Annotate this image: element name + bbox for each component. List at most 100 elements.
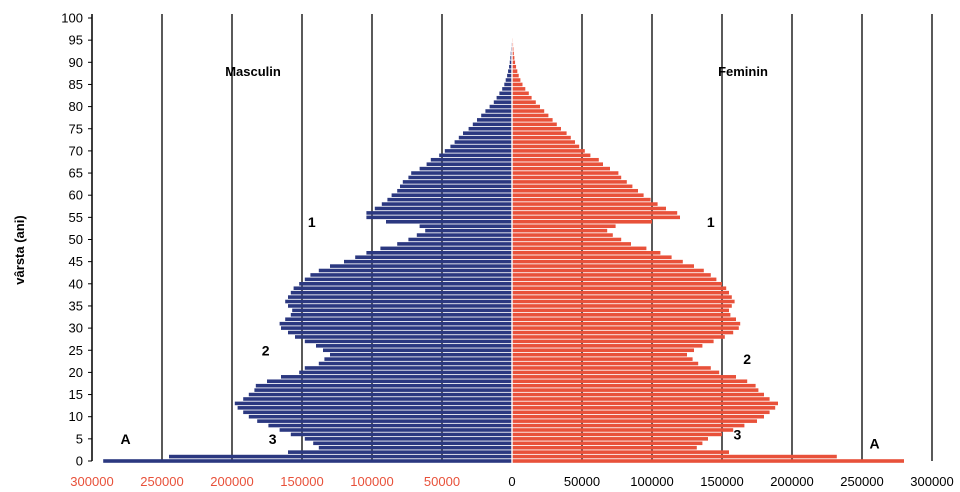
bar-male <box>504 82 512 87</box>
y-tick-label: 25 <box>69 343 83 358</box>
bar-female <box>512 144 580 149</box>
bar-male <box>316 344 512 348</box>
y-tick-label: 0 <box>76 454 83 469</box>
bar-male <box>299 282 512 286</box>
bar-male <box>419 224 512 229</box>
bar-male <box>411 171 512 175</box>
x-tick-label-female: 100000 <box>630 474 673 489</box>
bar-female <box>512 432 722 437</box>
bar-male <box>310 273 512 277</box>
bar-male <box>510 56 512 60</box>
bar-male <box>288 450 512 454</box>
y-tick-label: 60 <box>69 188 83 203</box>
bar-male <box>477 118 512 122</box>
bar-female <box>512 82 523 87</box>
bar-female <box>512 242 631 246</box>
bar-male <box>285 299 512 304</box>
bar-male <box>509 64 512 69</box>
bar-female <box>512 162 603 166</box>
bar-male <box>279 321 512 326</box>
y-tick-label: 30 <box>69 321 83 336</box>
x-tick-label-female: 300000 <box>910 474 953 489</box>
bar-male <box>254 388 512 392</box>
annotation-label: A <box>870 435 880 451</box>
bar-female <box>512 423 745 428</box>
bar-male <box>255 383 513 388</box>
y-tick-label: 10 <box>69 409 83 424</box>
bar-male <box>381 202 512 206</box>
y-axis-label: vârsta (ani) <box>12 215 27 284</box>
bar-female <box>512 149 585 153</box>
bar-male <box>386 219 512 224</box>
bar-male <box>237 406 512 410</box>
bar-female <box>512 131 567 135</box>
bar-female <box>512 246 647 251</box>
bar-female <box>512 348 694 353</box>
y-tick-label: 90 <box>69 55 83 70</box>
bar-male <box>304 437 512 441</box>
bar-female <box>512 197 651 202</box>
bar-male <box>463 131 512 135</box>
bar-female <box>512 157 599 162</box>
bar-female <box>512 437 708 441</box>
female-bars <box>512 16 904 463</box>
bar-female <box>512 357 693 361</box>
bar-male <box>419 166 512 171</box>
x-tick-label-female: 200000 <box>770 474 813 489</box>
bar-female <box>512 299 735 304</box>
bar-male <box>380 246 512 251</box>
bar-female <box>512 286 727 291</box>
bar-female <box>512 459 904 463</box>
bar-female <box>512 140 575 144</box>
bar-male <box>439 153 512 158</box>
bar-male <box>288 304 512 308</box>
bar-male <box>290 313 512 317</box>
bar-male <box>248 392 513 397</box>
bar-female <box>512 113 549 118</box>
y-tick-label: 35 <box>69 298 83 313</box>
bar-male <box>450 144 512 149</box>
bar-female <box>512 171 619 175</box>
bar-female <box>512 180 627 184</box>
bar-female <box>512 406 776 410</box>
bar-female <box>512 414 764 419</box>
bar-female <box>512 73 519 78</box>
bar-male <box>355 255 512 260</box>
annotation-label: 1 <box>308 214 316 230</box>
bar-female <box>512 56 515 60</box>
x-tick-label-female: 150000 <box>700 474 743 489</box>
bar-male <box>243 410 512 415</box>
bar-male <box>248 414 513 419</box>
bar-female <box>512 118 553 122</box>
y-tick-label: 80 <box>69 99 83 114</box>
bar-female <box>512 383 756 388</box>
bar-female <box>512 317 736 322</box>
bar-male <box>330 264 512 268</box>
bar-female <box>512 339 714 344</box>
y-tick-label: 55 <box>69 210 83 225</box>
bar-male <box>281 326 512 330</box>
axes <box>91 14 513 463</box>
bar-female <box>512 211 678 215</box>
y-tick-label: 95 <box>69 33 83 48</box>
bar-female <box>512 344 703 348</box>
annotation-label: Feminin <box>718 64 768 79</box>
bar-female <box>512 308 729 313</box>
bar-female <box>512 370 720 375</box>
bar-male <box>397 188 512 193</box>
male-bars <box>103 16 513 463</box>
x-tick-label-male: 250000 <box>140 474 183 489</box>
bar-female <box>512 290 729 295</box>
bar-female <box>512 335 725 339</box>
bar-male <box>509 60 512 65</box>
bar-male <box>391 193 512 197</box>
bar-female <box>512 91 529 96</box>
bar-male <box>489 104 512 109</box>
bar-female <box>512 273 711 277</box>
y-tick-label: 20 <box>69 365 83 380</box>
x-tick-label-female: 50000 <box>564 474 600 489</box>
y-tick-label: 5 <box>76 431 83 446</box>
bar-male <box>290 432 512 437</box>
bar-female <box>512 87 526 91</box>
bar-male <box>366 211 512 215</box>
